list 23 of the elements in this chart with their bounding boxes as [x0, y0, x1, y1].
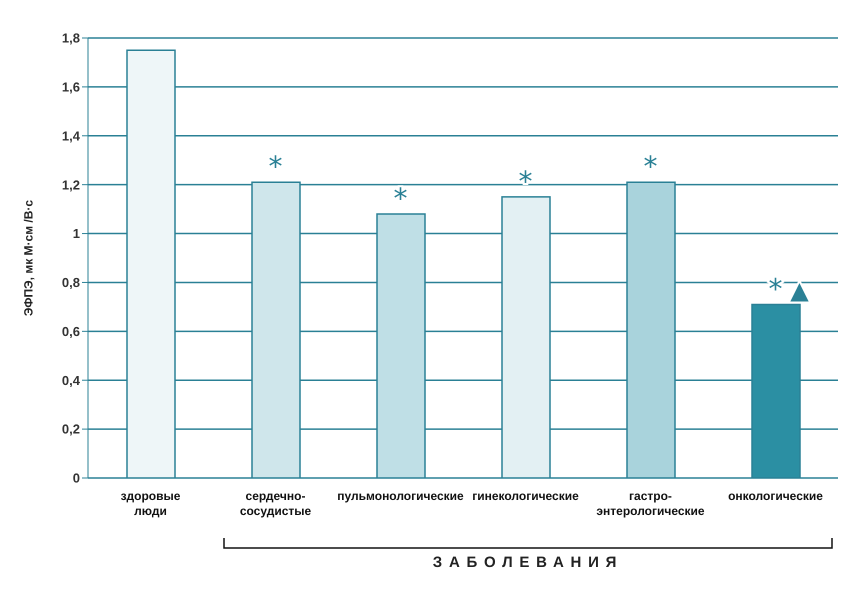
y-tick-label: 0	[72, 470, 80, 486]
y-tick-label: 1,6	[62, 80, 80, 95]
x-tick-label: онкологические	[728, 489, 824, 503]
y-tick-label: 1,2	[62, 177, 80, 192]
y-tick-label: 1	[72, 226, 80, 242]
annotation: ▲	[790, 276, 810, 304]
y-tick-label: 1,8	[62, 30, 80, 46]
x-tick-label: пульмонологические	[337, 489, 464, 503]
annotation: *	[394, 182, 408, 215]
x-tick-label: здоровые люди	[120, 489, 181, 518]
y-tick-label: 0,4	[62, 372, 81, 388]
y-tick-label: 0,2	[62, 422, 80, 437]
x-tick-label: гастро- энтерологические	[596, 489, 705, 518]
annotation: *	[644, 150, 658, 184]
y-tick-label: 0,8	[62, 275, 80, 290]
y-tick-label: 0,6	[62, 324, 80, 339]
annotation: *	[518, 164, 532, 198]
x-tick-label: гинекологические	[472, 489, 580, 503]
annotation: *	[268, 150, 282, 184]
x-tick-label: сердечно- сосудистые	[240, 489, 312, 518]
x-axis-title: ЗАБОЛЕВАНИЯ	[432, 554, 624, 571]
y-tick-label: 1,4	[62, 128, 81, 144]
y-axis-title: ЭФПЭ, мк М·см /В·с	[21, 200, 36, 316]
